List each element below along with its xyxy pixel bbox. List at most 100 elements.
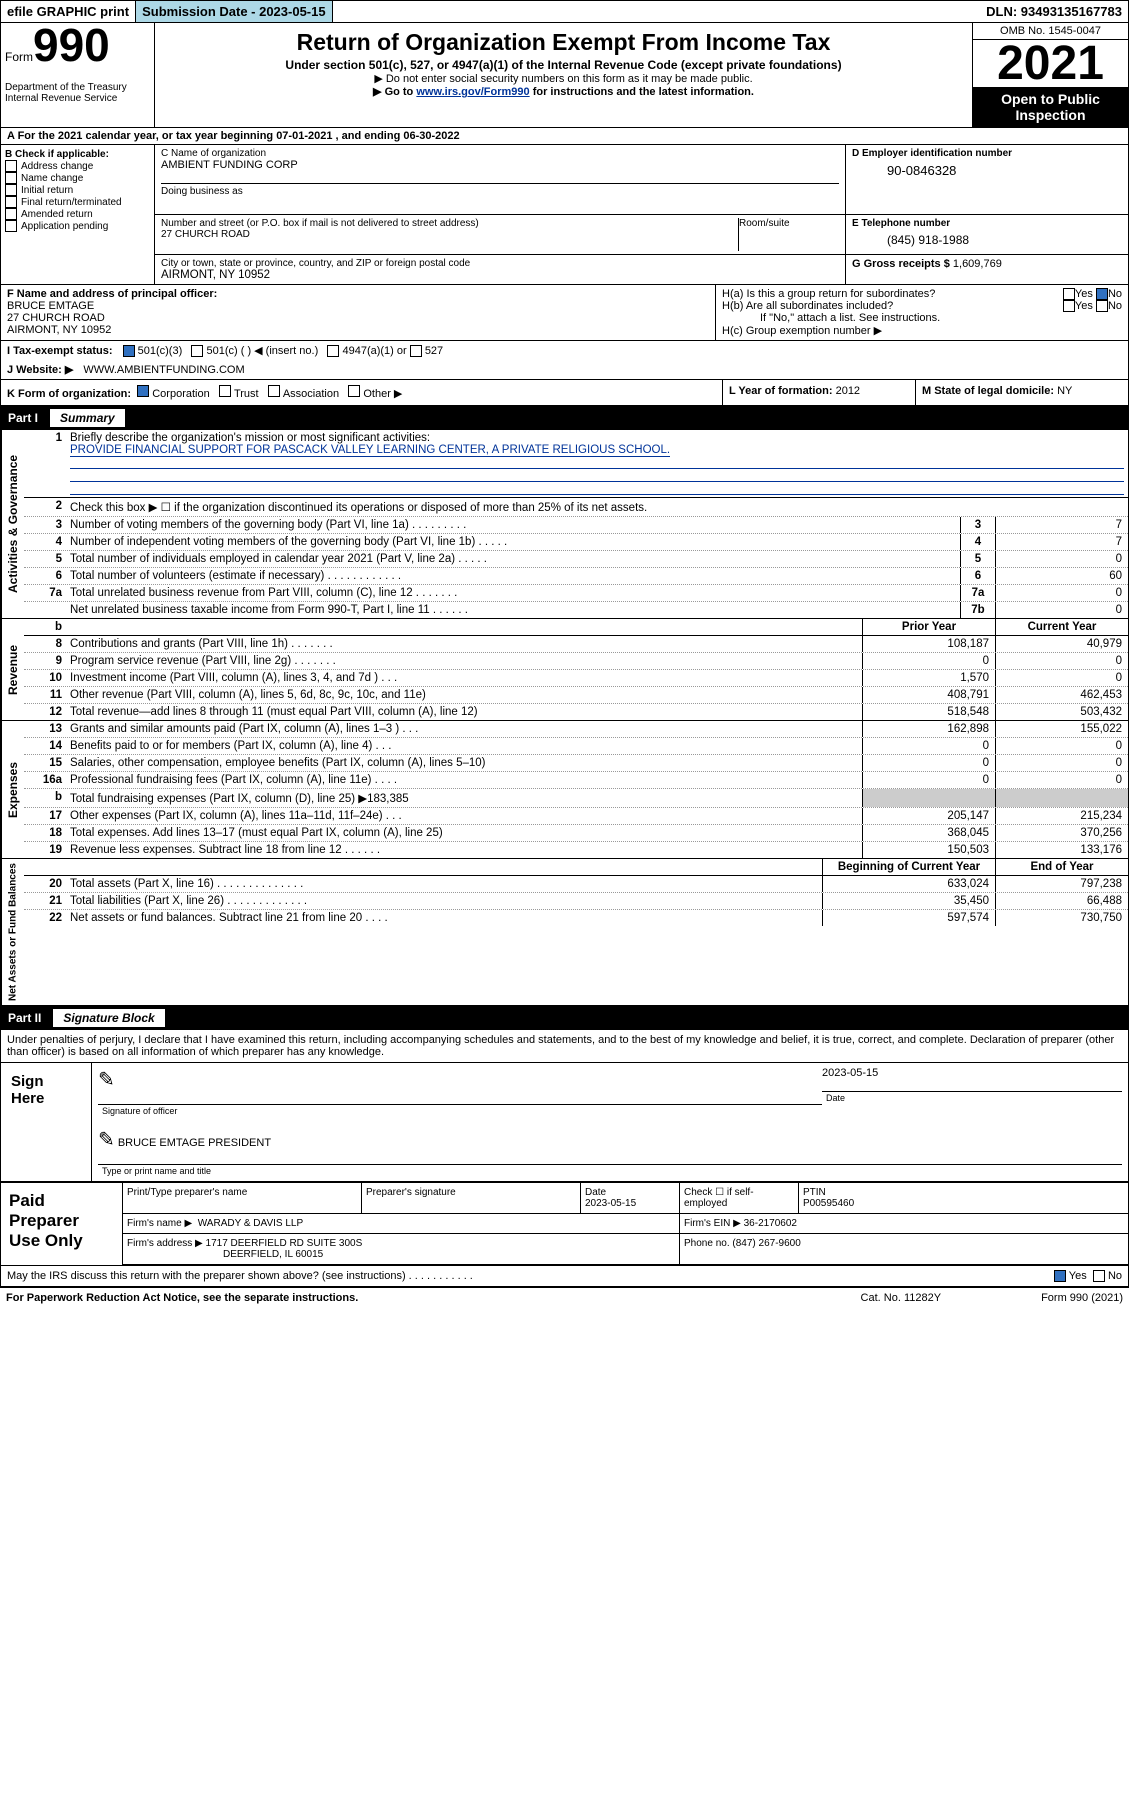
- prior-value: 0: [862, 653, 995, 669]
- ptin: P00595460: [803, 1198, 854, 1209]
- m-label: M State of legal domicile:: [922, 385, 1054, 397]
- cb-final-return[interactable]: [5, 196, 17, 208]
- cb-corp[interactable]: [137, 385, 149, 397]
- cb-527[interactable]: [410, 345, 422, 357]
- k-o2: Trust: [234, 388, 259, 400]
- no: No: [1108, 300, 1122, 312]
- cb-trust[interactable]: [219, 385, 231, 397]
- vtab-expenses: Expenses: [1, 721, 24, 858]
- line-box: 7a: [960, 585, 995, 601]
- hdr-beginning: Beginning of Current Year: [822, 859, 995, 875]
- cb-ha-yes[interactable]: [1063, 288, 1075, 300]
- irs-link[interactable]: www.irs.gov/Form990: [416, 86, 529, 98]
- line-desc: Total revenue—add lines 8 through 11 (mu…: [66, 704, 862, 720]
- officer-addr2: AIRMONT, NY 10952: [7, 324, 111, 336]
- dln-label: DLN: 93493135167783: [980, 1, 1128, 22]
- line-num: 11: [24, 687, 66, 703]
- part1-title: Summary: [50, 409, 125, 427]
- line-desc: Total number of individuals employed in …: [66, 551, 960, 567]
- street-address: 27 CHURCH ROAD: [161, 229, 738, 240]
- j-label: J Website: ▶: [7, 363, 73, 376]
- cb-4947[interactable]: [327, 345, 339, 357]
- cb-assoc[interactable]: [268, 385, 280, 397]
- cb-ha-no[interactable]: [1096, 288, 1108, 300]
- b-header: B Check if applicable:: [5, 149, 150, 160]
- prior-value: 368,045: [862, 825, 995, 841]
- form-word: Form: [5, 50, 33, 64]
- gross-receipts: 1,609,769: [953, 258, 1002, 270]
- i-o2: 501(c) ( ) ◀ (insert no.): [206, 344, 318, 357]
- cb-app-pending[interactable]: [5, 220, 17, 232]
- header-sub1: Under section 501(c), 527, or 4947(a)(1)…: [159, 58, 968, 72]
- line-desc: Net assets or fund balances. Subtract li…: [66, 910, 822, 926]
- prior-value: 0: [862, 738, 995, 754]
- line-num: 15: [24, 755, 66, 771]
- prep-date: 2023-05-15: [585, 1198, 636, 1209]
- line-desc: Other revenue (Part VIII, column (A), li…: [66, 687, 862, 703]
- self-emp: Check ☐ if self-employed: [680, 1183, 799, 1214]
- hb-note: If "No," attach a list. See instructions…: [722, 312, 1122, 324]
- line-box: 4: [960, 534, 995, 550]
- vtab-governance: Activities & Governance: [1, 430, 24, 618]
- cb-amended-return[interactable]: [5, 208, 17, 220]
- cb-other[interactable]: [348, 385, 360, 397]
- cb-501c[interactable]: [191, 345, 203, 357]
- current-value: 0: [995, 738, 1128, 754]
- ein-value: 90-0846328: [852, 159, 1122, 182]
- b-item: Application pending: [21, 221, 108, 232]
- prior-value: 108,187: [862, 636, 995, 652]
- cb-discuss-yes[interactable]: [1054, 1270, 1066, 1282]
- form-footer: Form 990 (2021): [1041, 1292, 1123, 1304]
- cb-address-change[interactable]: [5, 160, 17, 172]
- city-label: City or town, state or province, country…: [161, 258, 839, 269]
- cb-discuss-no[interactable]: [1093, 1270, 1105, 1282]
- line-value: 7: [995, 534, 1128, 550]
- line-desc: Salaries, other compensation, employee b…: [66, 755, 862, 771]
- cb-501c3[interactable]: [123, 345, 135, 357]
- date-label: Date: [826, 1093, 845, 1103]
- i-o3: 4947(a)(1) or: [342, 345, 406, 357]
- i-o1: 501(c)(3): [138, 345, 183, 357]
- addr-label: Number and street (or P.O. box if mail i…: [161, 218, 738, 229]
- prior-value: 633,024: [822, 876, 995, 892]
- line-num: 19: [24, 842, 66, 858]
- firm-name: WARADY & DAVIS LLP: [198, 1218, 303, 1229]
- current-value: 797,238: [995, 876, 1128, 892]
- ptin-lbl: PTIN: [803, 1187, 826, 1198]
- prior-value: 150,503: [862, 842, 995, 858]
- hb-label: H(b) Are all subordinates included?: [722, 300, 1063, 312]
- officer-name: BRUCE EMTAGE: [7, 300, 94, 312]
- sign-here: Sign Here: [1, 1063, 92, 1181]
- line-num: 9: [24, 653, 66, 669]
- firm-addr2: DEERFIELD, IL 60015: [127, 1249, 323, 1260]
- prior-value: 205,147: [862, 808, 995, 824]
- cb-name-change[interactable]: [5, 172, 17, 184]
- cb-initial-return[interactable]: [5, 184, 17, 196]
- cb-hb-yes[interactable]: [1063, 300, 1075, 312]
- line-num: 10: [24, 670, 66, 686]
- line-desc: Total fundraising expenses (Part IX, col…: [66, 789, 862, 807]
- line-num: 12: [24, 704, 66, 720]
- line-num: 16a: [24, 772, 66, 788]
- f-label: F Name and address of principal officer:: [7, 288, 217, 300]
- line-desc: Benefits paid to or for members (Part IX…: [66, 738, 862, 754]
- submission-date: Submission Date - 2023-05-15: [136, 1, 333, 22]
- hdr-current: Current Year: [995, 619, 1128, 635]
- prior-value: 0: [862, 772, 995, 788]
- current-value: 66,488: [995, 893, 1128, 909]
- current-value: 0: [995, 755, 1128, 771]
- hdr-end: End of Year: [995, 859, 1128, 875]
- header-sub3-post: for instructions and the latest informat…: [533, 86, 754, 98]
- current-value: 215,234: [995, 808, 1128, 824]
- line-value: 0: [995, 602, 1128, 618]
- year-formation: 2012: [836, 385, 860, 397]
- tax-year: 2021: [973, 40, 1128, 87]
- sign-date: 2023-05-15: [822, 1067, 1122, 1079]
- current-value: 0: [995, 772, 1128, 788]
- sig-officer-label: Signature of officer: [102, 1106, 818, 1116]
- firm-addr-lbl: Firm's address ▶: [127, 1238, 203, 1249]
- cb-hb-no[interactable]: [1096, 300, 1108, 312]
- part2-title: Signature Block: [53, 1009, 164, 1027]
- current-value: 730,750: [995, 910, 1128, 926]
- line-num: 4: [24, 534, 66, 550]
